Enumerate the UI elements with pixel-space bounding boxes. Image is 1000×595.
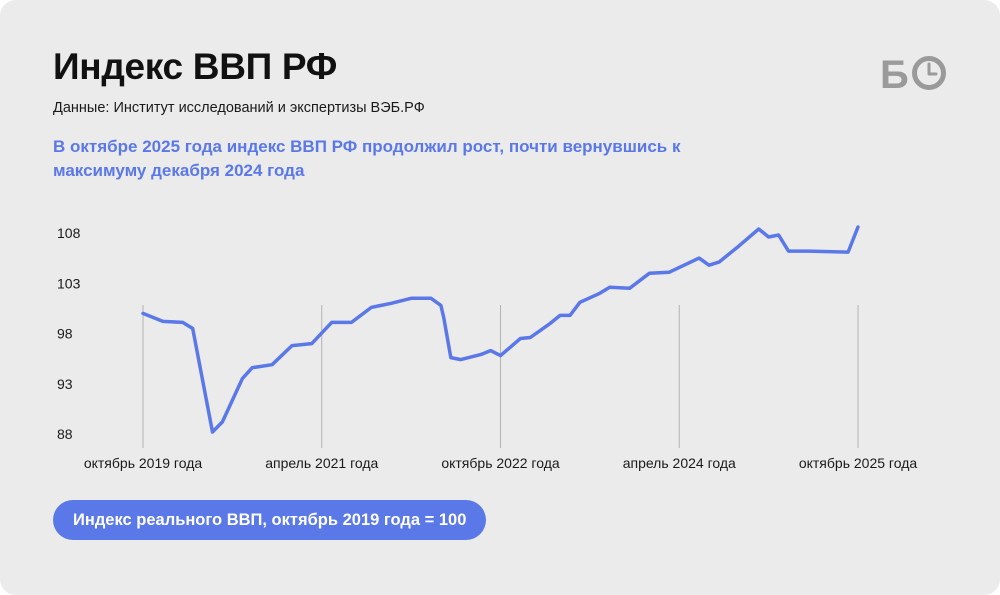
data-source: Данные: Институт исследований и эксперти… [53,100,425,116]
y-tick-label: 88 [57,426,73,442]
x-tick-label: октябрь 2022 года [441,455,560,471]
x-axis-ticks: октябрь 2019 года апрель 2021 года октябрь… [84,455,918,471]
y-tick-label: 93 [57,376,73,392]
x-tick-label: октябрь 2019 года [84,455,203,471]
y-tick-label: 98 [57,326,73,342]
series-line [141,225,860,434]
x-tick-label: октябрь 2025 года [799,455,918,471]
x-tick-label: апрель 2021 года [265,455,378,471]
series-layer [141,225,860,434]
line-chart: 88 93 98 103 108 октябрь 2019 года апрель 202… [57,225,918,471]
clock-icon [912,56,946,90]
chart-title: Индекс ВВП РФ [53,46,338,87]
x-tick-label: апрель 2024 года [623,455,736,471]
legend-series-label: Индекс реального ВВП, октябрь 2019 года … [53,500,487,540]
logo-text: Б [880,53,909,92]
y-axis-ticks: 88 93 98 103 108 [57,225,81,442]
chart-subtitle: В октябре 2025 года индекс ВВП РФ продол… [53,137,681,180]
publisher-logo: Б [880,53,946,92]
grid-lines [142,305,859,448]
y-tick-label: 108 [57,225,81,241]
y-tick-label: 103 [57,275,81,291]
